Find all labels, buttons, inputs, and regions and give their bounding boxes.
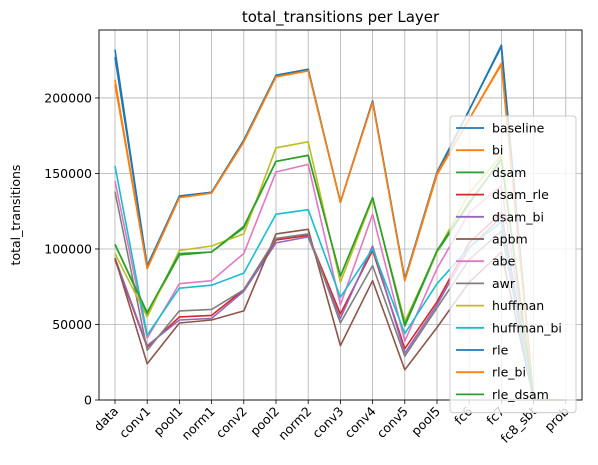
y-tick-label: 200000: [44, 90, 92, 105]
legend-label: bi: [492, 143, 503, 158]
y-tick-label: 0: [84, 393, 92, 408]
legend-label: rle: [492, 343, 509, 358]
legend-label: abe: [492, 254, 516, 269]
legend-label: rle_dsam: [492, 387, 549, 402]
x-tick-label: conv5: [374, 404, 411, 441]
y-axis-label: total_transitions: [8, 165, 23, 266]
legend-label: awr: [492, 276, 516, 291]
legend-label: dsam_bi: [492, 209, 544, 224]
chart-title: total_transitions per Layer: [242, 8, 440, 27]
y-tick-label: 100000: [44, 241, 92, 256]
legend-label: huffman_bi: [492, 320, 562, 335]
legend-label: dsam: [492, 165, 526, 180]
x-tick-label: norm1: [178, 404, 217, 443]
y-tick-label: 150000: [44, 166, 92, 181]
y-tick-label: 50000: [52, 317, 92, 332]
x-tick-label: pool5: [408, 404, 443, 439]
x-tick-label: conv1: [116, 404, 153, 441]
x-tick-label: conv4: [341, 403, 378, 440]
x-tick-label: conv2: [213, 404, 250, 441]
x-tick-label: norm2: [275, 404, 314, 443]
legend-label: dsam_rle: [492, 187, 549, 202]
legend-box: [449, 115, 577, 414]
x-tick-label: conv3: [309, 404, 346, 441]
legend-label: huffman: [492, 298, 544, 313]
legend-label: apbm: [492, 232, 528, 247]
legend-label: baseline: [492, 121, 545, 136]
series-line-rle_bi: [114, 63, 566, 401]
legend-label: rle_bi: [492, 365, 526, 380]
